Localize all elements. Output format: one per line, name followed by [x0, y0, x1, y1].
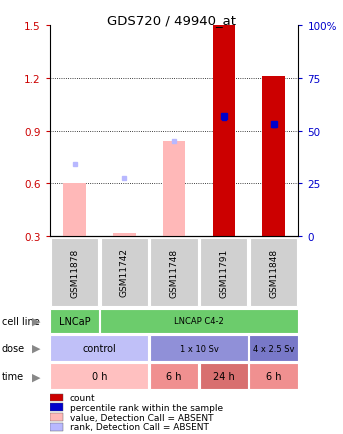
Text: ▶: ▶: [32, 343, 40, 353]
Bar: [50, 423, 63, 431]
Text: 0 h: 0 h: [92, 372, 107, 381]
Text: 24 h: 24 h: [213, 372, 235, 381]
Bar: [249, 335, 298, 361]
Bar: [113, 233, 135, 237]
Text: GSM11791: GSM11791: [219, 248, 228, 297]
Bar: [50, 394, 63, 401]
Bar: [50, 404, 63, 411]
Bar: [150, 335, 248, 361]
Text: count: count: [70, 393, 95, 402]
Text: percentile rank within the sample: percentile rank within the sample: [70, 403, 223, 412]
Bar: [250, 238, 297, 307]
Text: time: time: [2, 372, 24, 381]
Bar: [51, 238, 98, 307]
Bar: [151, 238, 198, 307]
Text: 1 x 10 Sv: 1 x 10 Sv: [179, 344, 218, 353]
Text: rank, Detection Call = ABSENT: rank, Detection Call = ABSENT: [70, 422, 209, 431]
Text: GDS720 / 49940_at: GDS720 / 49940_at: [107, 14, 236, 27]
Bar: [63, 184, 86, 237]
Text: ▶: ▶: [32, 316, 40, 326]
Text: dose: dose: [2, 343, 25, 353]
Text: control: control: [83, 343, 116, 353]
Bar: [163, 142, 185, 237]
Text: GSM11878: GSM11878: [70, 248, 79, 297]
Bar: [50, 335, 149, 361]
Text: 6 h: 6 h: [266, 372, 281, 381]
Text: 6 h: 6 h: [166, 372, 182, 381]
Bar: [50, 309, 99, 333]
Bar: [50, 364, 149, 389]
Bar: [150, 364, 198, 389]
Text: GSM11848: GSM11848: [269, 248, 278, 297]
Bar: [200, 238, 247, 307]
Bar: [249, 364, 298, 389]
Text: LNCAP C4-2: LNCAP C4-2: [174, 317, 224, 326]
Text: GSM11742: GSM11742: [120, 248, 129, 297]
Bar: [262, 77, 285, 237]
Bar: [101, 238, 148, 307]
Bar: [213, 26, 235, 237]
Text: ▶: ▶: [32, 372, 40, 381]
Text: 4 x 2.5 Sv: 4 x 2.5 Sv: [253, 344, 294, 353]
Bar: [50, 413, 63, 421]
Text: cell line: cell line: [2, 316, 39, 326]
Bar: [100, 309, 298, 333]
Bar: [200, 364, 248, 389]
Text: value, Detection Call = ABSENT: value, Detection Call = ABSENT: [70, 413, 213, 422]
Text: LNCaP: LNCaP: [59, 316, 91, 326]
Text: GSM11748: GSM11748: [169, 248, 179, 297]
